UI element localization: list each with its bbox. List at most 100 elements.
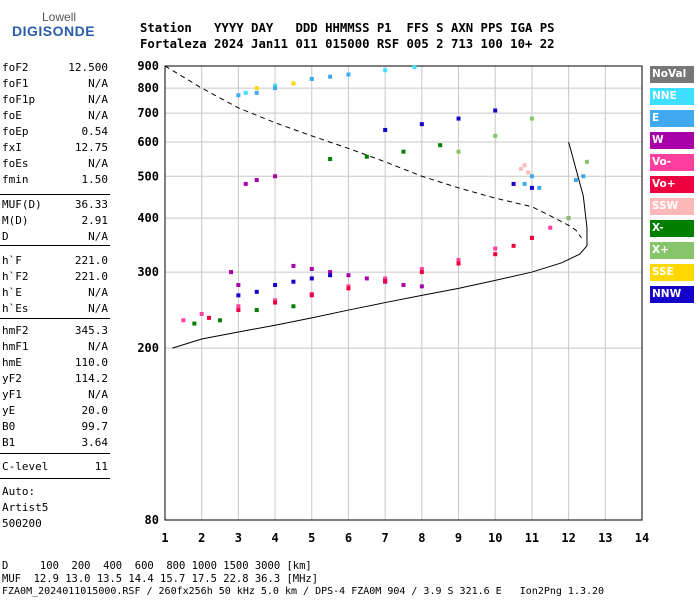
param-row: foEp 0.54	[2, 124, 108, 140]
x-tick-label: 12	[561, 531, 575, 545]
x-tick-label: 1	[161, 531, 168, 545]
footer-muf-row: MUF 12.9 13.0 13.5 14.4 15.7 17.5 22.8 3…	[2, 573, 319, 585]
echo-point-e	[273, 86, 278, 91]
echo-point-x-	[438, 143, 443, 148]
echo-point-e	[581, 174, 586, 179]
echo-point-w	[254, 178, 259, 183]
echo-point-vo-	[383, 279, 388, 284]
legend-item-x-: X+	[650, 242, 694, 259]
echo-point-x-	[218, 318, 223, 323]
echo-point-w	[243, 181, 248, 186]
echo-point-e	[573, 178, 578, 183]
x-tick-label: 2	[198, 531, 205, 545]
echo-point-nnw	[236, 293, 241, 298]
profile-curve	[172, 141, 588, 349]
echo-point-nne	[273, 83, 278, 88]
x-tick-label: 13	[598, 531, 612, 545]
footer-distance-row: D 100 200 400 600 800 1000 1500 3000 [km…	[2, 560, 312, 572]
echo-point-vo-	[309, 293, 314, 298]
param-row: C-level 11	[2, 459, 108, 475]
legend-item-x-: X-	[650, 220, 694, 237]
echo-point-w	[401, 283, 406, 288]
echo-point-x-	[364, 154, 369, 159]
param-row: foE N/A	[2, 108, 108, 124]
param-name: C-level	[2, 460, 49, 473]
param-value: 114.2	[74, 372, 108, 385]
echo-point-vo-	[346, 286, 351, 291]
param-value: 221.0	[74, 270, 108, 283]
echo-point-x-	[456, 149, 461, 154]
x-tick-label: 8	[418, 531, 425, 545]
panel-divider	[0, 245, 110, 246]
param-value: 12.75	[74, 141, 108, 154]
param-value: 221.0	[74, 254, 108, 267]
param-value: 99.7	[81, 420, 109, 433]
echo-point-e	[537, 185, 542, 190]
y-tick-label: 600	[137, 135, 159, 149]
param-name: foEs	[2, 157, 29, 170]
auto-label: Auto:	[2, 485, 36, 498]
echo-point-vo-	[493, 246, 498, 251]
param-name: foF1p	[2, 93, 36, 106]
param-row: B1 3.64	[2, 435, 108, 451]
echo-point-nne	[383, 68, 388, 73]
param-value: N/A	[88, 109, 108, 122]
param-name: yF2	[2, 372, 22, 385]
legend-item-nne: NNE	[650, 88, 694, 105]
param-name: foE	[2, 109, 22, 122]
param-name: foEp	[2, 125, 29, 138]
param-row: foF1 N/A	[2, 76, 108, 92]
logo-lowell: Lowell	[42, 10, 77, 24]
echo-point-nnw	[419, 122, 424, 127]
legend-item-ssw: SSW	[650, 198, 694, 215]
param-row: yF1 N/A	[2, 387, 108, 403]
echo-point-x-	[584, 159, 589, 164]
echo-point-w	[236, 283, 241, 288]
panel-divider	[0, 318, 110, 319]
param-row: M(D) 2.91	[2, 213, 108, 229]
auto-algorithm: Artist5	[2, 501, 49, 514]
echo-point-vo-	[207, 315, 212, 320]
y-tick-label: 900	[137, 59, 159, 73]
legend-item-vo-: Vo+	[650, 176, 694, 193]
y-tick-label: 800	[137, 81, 159, 95]
echo-point-vo-	[383, 276, 388, 281]
param-value: 0.54	[81, 125, 109, 138]
echo-point-vo-	[493, 252, 498, 257]
legend-item-sse: SSE	[650, 264, 694, 281]
echo-point-nnw	[383, 127, 388, 132]
param-name: foF1	[2, 77, 29, 90]
param-row: foF1p N/A	[2, 92, 108, 108]
echo-point-sse	[291, 81, 296, 86]
x-tick-label: 4	[271, 531, 278, 545]
param-name: MUF(D)	[2, 198, 42, 211]
param-value: 110.0	[74, 356, 108, 369]
logo-digisonde: DIGISONDE	[12, 23, 96, 39]
param-value: N/A	[88, 93, 108, 106]
echo-point-vo-	[419, 270, 424, 275]
param-row: B0 99.7	[2, 419, 108, 435]
x-tick-label: 3	[235, 531, 242, 545]
echo-point-vo-	[511, 243, 516, 248]
param-value: 11	[94, 460, 108, 473]
echo-point-w	[273, 174, 278, 179]
echo-point-vo-	[273, 300, 278, 305]
param-value: 2.91	[81, 214, 109, 227]
echo-point-w	[229, 270, 234, 275]
echo-point-vo-	[181, 318, 186, 323]
legend-item-noval: NoVal	[650, 66, 694, 83]
echo-point-x-	[291, 304, 296, 309]
param-name: h`F2	[2, 270, 29, 283]
param-row: MUF(D) 36.33	[2, 197, 108, 213]
echo-point-e	[236, 93, 241, 98]
x-tick-label: 9	[455, 531, 462, 545]
param-value: 12.500	[68, 61, 108, 74]
muf-curve	[164, 65, 582, 239]
param-value: 36.33	[74, 198, 108, 211]
echo-point-vo-	[236, 308, 241, 313]
echo-point-vo-	[419, 266, 424, 271]
param-value: 20.0	[81, 404, 109, 417]
param-row: h`F2 221.0	[2, 269, 108, 285]
